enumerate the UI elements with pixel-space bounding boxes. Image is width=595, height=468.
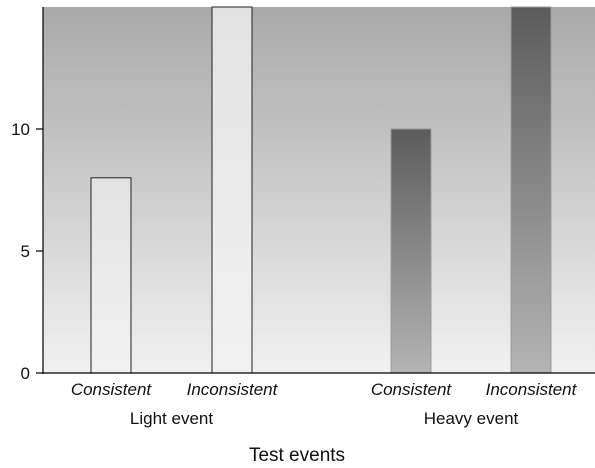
- x-axis-title: Test events: [249, 445, 345, 466]
- x-category-label: Consistent: [371, 380, 453, 399]
- x-category-label: Inconsistent: [187, 380, 279, 399]
- y-tick-label: 5: [21, 242, 30, 261]
- y-tick-label: 0: [21, 364, 30, 383]
- x-category-label: Inconsistent: [486, 380, 578, 399]
- bar-light-consistent: [90, 177, 132, 374]
- y-tick-label: 10: [11, 120, 30, 139]
- x-category-label: Consistent: [71, 380, 153, 399]
- x-group-label: Light event: [130, 409, 213, 428]
- x-group-label: Heavy event: [424, 409, 519, 428]
- bar-heavy-inconsistent: [510, 6, 552, 374]
- plot-area-background: [43, 7, 595, 373]
- bar-heavy-consistent: [390, 128, 432, 374]
- bar-light-inconsistent: [211, 6, 253, 374]
